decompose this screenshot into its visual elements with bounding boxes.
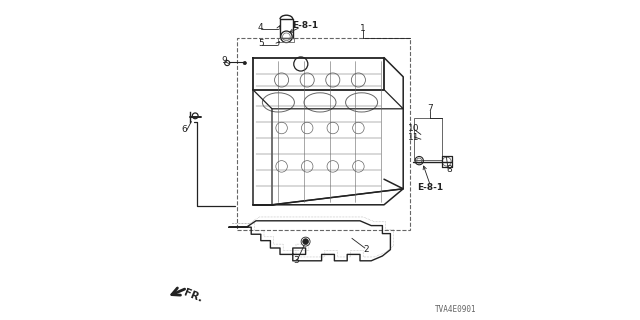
Text: 6: 6 xyxy=(181,125,187,134)
Text: TVA4E0901: TVA4E0901 xyxy=(435,305,477,314)
Bar xyxy=(415,118,442,160)
Text: 1: 1 xyxy=(360,24,366,33)
Text: 11: 11 xyxy=(408,133,419,142)
Text: E-8-1: E-8-1 xyxy=(292,21,319,30)
Text: 8: 8 xyxy=(447,165,452,174)
Text: 5: 5 xyxy=(258,39,264,48)
Text: 9: 9 xyxy=(221,56,227,65)
Text: 2: 2 xyxy=(364,245,369,254)
Text: FR.: FR. xyxy=(182,287,204,304)
Text: 10: 10 xyxy=(408,124,419,133)
Text: 3: 3 xyxy=(293,256,299,265)
Circle shape xyxy=(303,239,308,244)
Circle shape xyxy=(243,61,246,65)
Bar xyxy=(237,38,410,230)
Text: 4: 4 xyxy=(258,23,264,32)
Text: E-8-1: E-8-1 xyxy=(417,183,444,192)
Text: 7: 7 xyxy=(428,104,433,113)
